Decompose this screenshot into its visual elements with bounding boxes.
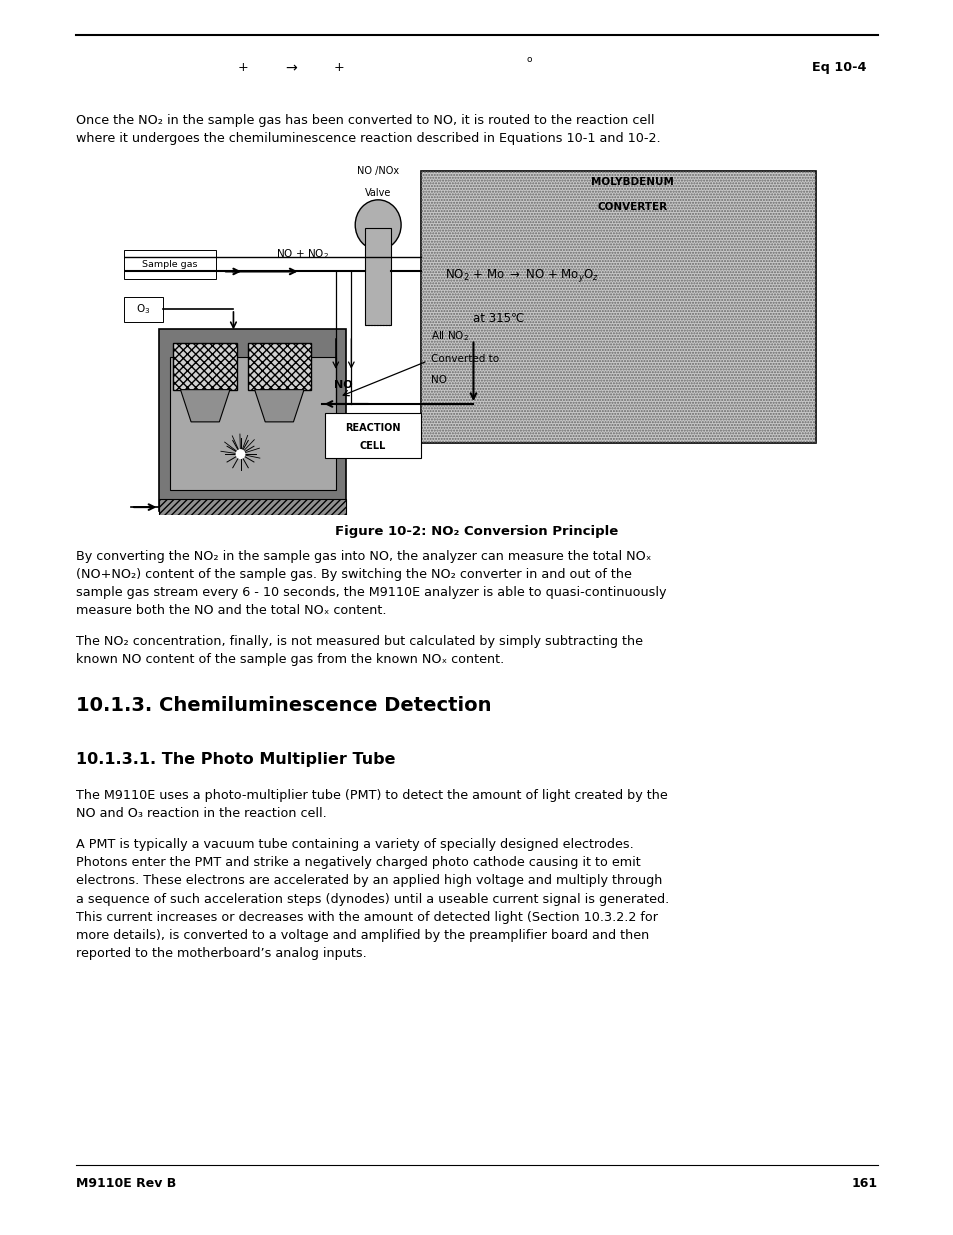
Bar (420, 172, 815, 443)
Polygon shape (180, 390, 230, 422)
Bar (173, 343, 236, 390)
Text: The NO₂ concentration, finally, is not measured but calculated by simply subtrac: The NO₂ concentration, finally, is not m… (76, 635, 642, 648)
Text: REACTION: REACTION (344, 422, 400, 432)
Text: Sample gas: Sample gas (142, 259, 197, 269)
Polygon shape (254, 390, 304, 422)
Text: Eq 10-4: Eq 10-4 (811, 62, 866, 74)
Bar (435, 243, 787, 351)
Text: CONVERTER: CONVERTER (597, 203, 667, 212)
Text: M9110E Rev B: M9110E Rev B (76, 1177, 176, 1191)
Circle shape (236, 450, 245, 458)
Text: →: → (285, 61, 296, 75)
Text: a sequence of such acceleration steps (dynodes) until a useable current signal i: a sequence of such acceleration steps (d… (76, 893, 669, 905)
Bar (365, 228, 391, 325)
Text: reported to the motherboard’s analog inputs.: reported to the motherboard’s analog inp… (76, 947, 367, 961)
Text: All NO$_2$: All NO$_2$ (431, 329, 469, 343)
Text: o: o (526, 54, 532, 64)
Text: Converted to: Converted to (431, 354, 498, 364)
Bar (170, 357, 335, 490)
Text: The M9110E uses a photo-multiplier tube (PMT) to detect the amount of light crea: The M9110E uses a photo-multiplier tube … (76, 789, 667, 802)
Bar (248, 343, 311, 390)
Text: By converting the NO₂ in the sample gas into NO, the analyzer can measure the to: By converting the NO₂ in the sample gas … (76, 550, 651, 563)
Text: known NO content of the sample gas from the known NOₓ content.: known NO content of the sample gas from … (76, 653, 504, 667)
Text: Valve: Valve (365, 188, 391, 198)
Text: +: + (333, 62, 344, 74)
Text: CELL: CELL (359, 441, 385, 451)
Bar (420, 172, 815, 443)
Text: sample gas stream every 6 - 10 seconds, the M9110E analyzer is able to quasi-con: sample gas stream every 6 - 10 seconds, … (76, 587, 666, 599)
Text: NO$_2$ + Mo $\rightarrow$ NO + Mo$_y$O$_z$: NO$_2$ + Mo $\rightarrow$ NO + Mo$_y$O$_… (445, 267, 598, 284)
Text: NO /NOx: NO /NOx (356, 167, 398, 177)
Text: This current increases or decreases with the amount of detected light (Section 1: This current increases or decreases with… (76, 911, 658, 924)
Bar (124, 249, 215, 279)
Text: Figure 10-2: NO₂ Conversion Principle: Figure 10-2: NO₂ Conversion Principle (335, 525, 618, 538)
Text: NO and O₃ reaction in the reaction cell.: NO and O₃ reaction in the reaction cell. (76, 808, 327, 820)
Text: NO: NO (431, 375, 447, 385)
Text: 161: 161 (851, 1177, 877, 1191)
Bar (248, 343, 311, 390)
Bar (124, 296, 163, 321)
Bar (325, 414, 420, 458)
Text: NO + NO$_2$: NO + NO$_2$ (275, 247, 329, 261)
Text: 10.1.3. Chemiluminescence Detection: 10.1.3. Chemiluminescence Detection (76, 697, 492, 715)
Bar (159, 329, 346, 511)
Text: 10.1.3.1. The Photo Multiplier Tube: 10.1.3.1. The Photo Multiplier Tube (76, 752, 395, 767)
Text: A PMT is typically a vacuum tube containing a variety of specially designed elec: A PMT is typically a vacuum tube contain… (76, 837, 634, 851)
Text: electrons. These electrons are accelerated by an applied high voltage and multip: electrons. These electrons are accelerat… (76, 874, 662, 888)
Bar (159, 499, 346, 515)
Text: MOLYBDENUM: MOLYBDENUM (590, 177, 673, 186)
Text: +: + (237, 62, 249, 74)
Text: more details), is converted to a voltage and amplified by the preamplifier board: more details), is converted to a voltage… (76, 929, 649, 942)
Text: (NO+NO₂) content of the sample gas. By switching the NO₂ converter in and out of: (NO+NO₂) content of the sample gas. By s… (76, 568, 632, 580)
Text: NO: NO (334, 379, 352, 390)
Text: O$_3$: O$_3$ (135, 303, 150, 316)
Text: Photons enter the PMT and strike a negatively charged photo cathode causing it t: Photons enter the PMT and strike a negat… (76, 856, 640, 869)
Text: measure both the NO and the total NOₓ content.: measure both the NO and the total NOₓ co… (76, 604, 386, 618)
Text: where it undergoes the chemiluminescence reaction described in Equations 10-1 an: where it undergoes the chemiluminescence… (76, 132, 660, 144)
Text: at 315℃: at 315℃ (473, 311, 524, 325)
Ellipse shape (355, 200, 400, 249)
Text: Once the NO₂ in the sample gas has been converted to NO, it is routed to the rea: Once the NO₂ in the sample gas has been … (76, 114, 654, 127)
Bar (173, 343, 236, 390)
Bar (159, 499, 346, 515)
